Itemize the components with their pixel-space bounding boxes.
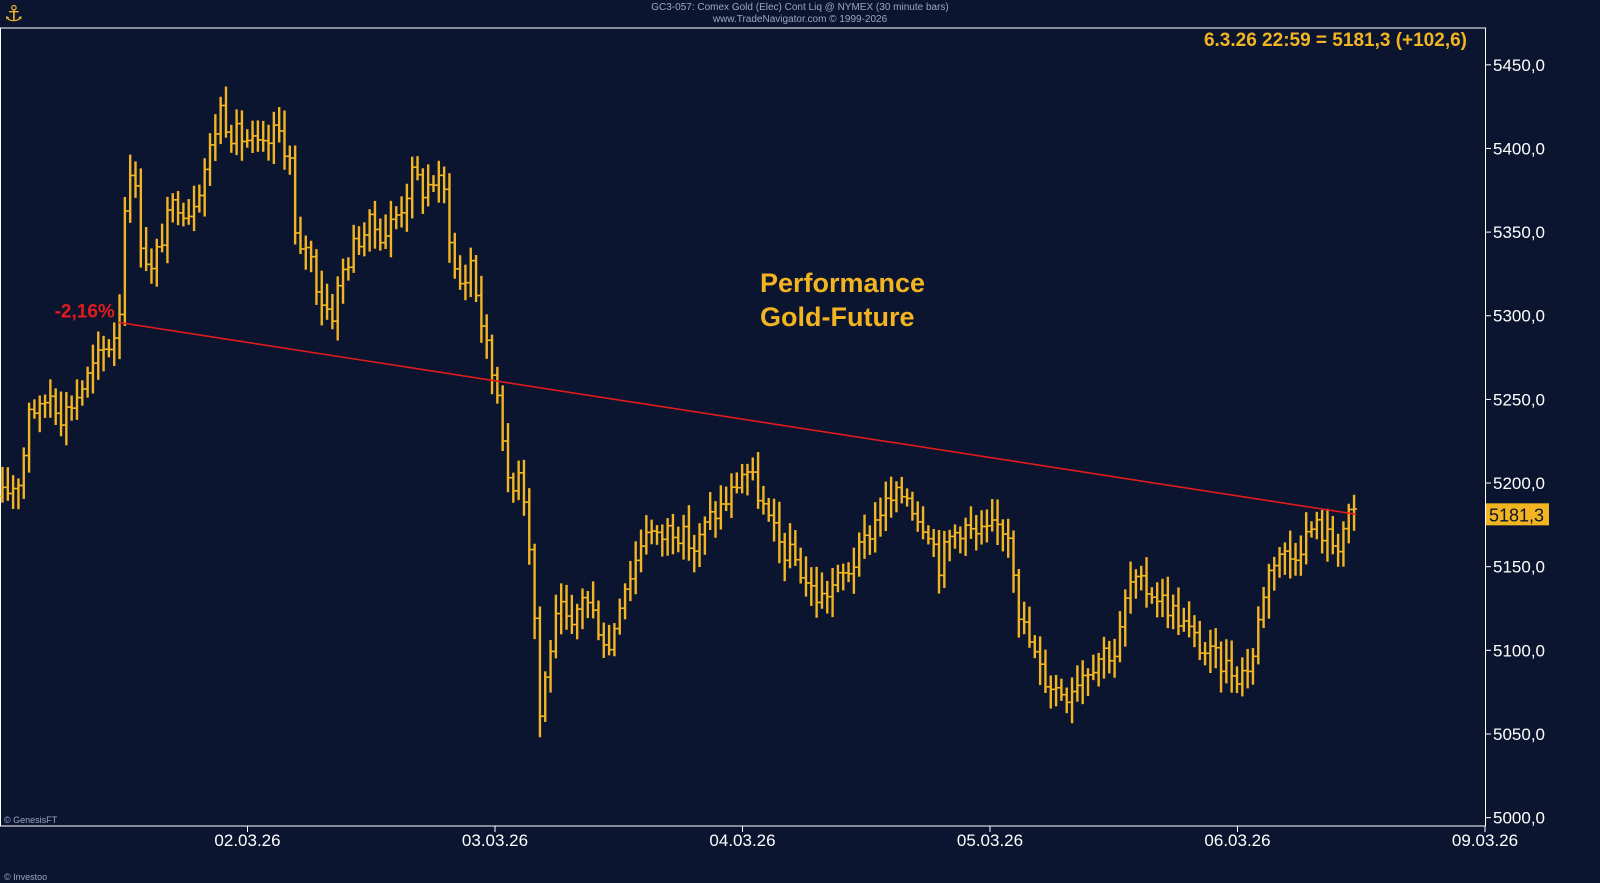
y-tick-label: 5450,0 [1493,56,1545,75]
footer-credit: © Investoo [4,872,48,882]
price-bars [0,86,1358,738]
current-price-label: 5181,3 [1489,505,1544,525]
last-value-label: 6.3.26 22:59 = 5181,3 (+102,6) [1204,30,1467,51]
chart-title-line: Performance [760,268,925,298]
anchor-icon: ⚓ [4,2,24,27]
chart-title-line: Gold-Future [760,302,914,332]
y-tick-label: 5250,0 [1493,390,1545,409]
y-tick-label: 5050,0 [1493,725,1545,744]
chart-header-title: GC3-057: Comex Gold (Elec) Cont Liq @ NY… [651,2,949,13]
plot-frame [0,27,1486,827]
y-tick-label: 5350,0 [1493,223,1545,242]
x-tick-label: 09.03.26 [1452,831,1518,850]
y-tick-label: 5400,0 [1493,139,1545,158]
performance-annotation: -2,16% [55,301,115,322]
y-tick-label: 5300,0 [1493,307,1545,326]
chart-header-copyright: www.TradeNavigator.com © 1999-2026 [712,14,888,25]
x-tick-label: 04.03.26 [709,831,775,850]
current-price-marker [1486,503,1549,526]
trendline [118,321,1357,516]
x-tick-label: 06.03.26 [1204,831,1270,850]
footer-source: © GenesisFT [4,815,58,825]
y-tick-label: 5150,0 [1493,558,1545,577]
y-tick-label: 5200,0 [1493,474,1545,493]
y-tick-label: 5100,0 [1493,641,1545,660]
x-tick-label: 02.03.26 [214,831,280,850]
y-tick-label: 5000,0 [1493,809,1545,828]
x-tick-label: 03.03.26 [462,831,528,850]
x-tick-label: 05.03.26 [957,831,1023,850]
